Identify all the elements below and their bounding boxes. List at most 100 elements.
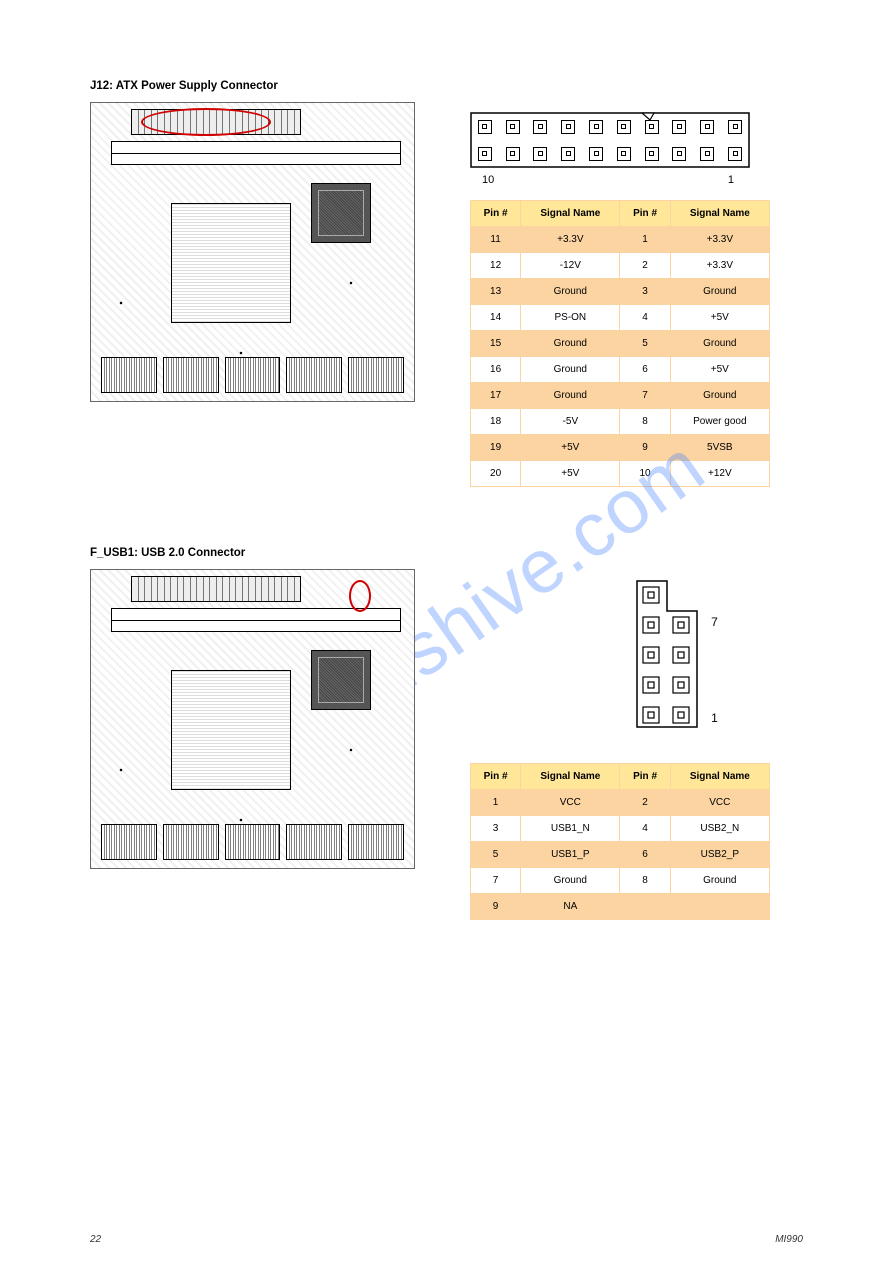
table-header-row: Pin # Signal Name Pin # Signal Name [471,201,770,227]
section2-title: F_USB1: USB 2.0 Connector [90,547,803,559]
table-cell: 9 [620,435,670,461]
table-row: 12-12V2+3.3V [471,253,770,279]
table-cell: 7 [620,383,670,409]
table-cell: 14 [471,305,521,331]
table-cell: 12 [471,253,521,279]
board-chipset-icon [311,183,371,243]
usb-9pin-schematic: 7 1 [470,569,803,749]
table-cell: 4 [620,305,670,331]
table-cell: 1 [471,790,521,816]
usb-pin-table: Pin # Signal Name Pin # Signal Name 1VCC… [470,763,770,920]
table-col-signal-a: Signal Name [521,764,620,790]
table-cell: Ground [670,383,769,409]
table-col-signal-b: Signal Name [670,201,769,227]
atx-table-body: 11+3.3V1+3.3V12-12V2+3.3V13Ground3Ground… [471,227,770,487]
footer-page-number: 22 [90,1234,101,1245]
table-row: 11+3.3V1+3.3V [471,227,770,253]
table-row: 7Ground8Ground [471,868,770,894]
table-cell: 8 [620,409,670,435]
usb-table-body: 1VCC2VCC3USB1_N4USB2_N5USB1_P6USB2_P7Gro… [471,790,770,920]
motherboard-diagram-1 [90,102,415,402]
table-cell: 5 [620,331,670,357]
table-cell: USB2_N [670,816,769,842]
table-col-pin-a: Pin # [471,201,521,227]
table-cell: +3.3V [521,227,620,253]
table-col-pin-a: Pin # [471,764,521,790]
table-cell: Ground [521,331,620,357]
table-cell: 10 [620,461,670,487]
table-cell: 2 [620,790,670,816]
table-cell: 15 [471,331,521,357]
table-row: 18-5V8Power good [471,409,770,435]
section2-row: 7 1 Pin # Signal Name Pin # Signal Name … [90,569,803,920]
table-cell: +3.3V [670,227,769,253]
table-row: 1VCC2VCC [471,790,770,816]
table-cell: PS-ON [521,305,620,331]
board-rear-io-icon [101,357,404,393]
atx-20pin-schematic [470,112,803,168]
table-cell: 20 [471,461,521,487]
table-cell: VCC [521,790,620,816]
usb-pin-label-bottom: 1 [711,711,718,725]
table-row: 14PS-ON4+5V [471,305,770,331]
table-cell: 1 [620,227,670,253]
table-cell: Ground [670,868,769,894]
table-cell: Power good [670,409,769,435]
section2-right: 7 1 Pin # Signal Name Pin # Signal Name … [460,569,803,920]
motherboard-diagram-2 [90,569,415,869]
table-cell: 7 [471,868,521,894]
table-cell: 16 [471,357,521,383]
usb-pin-side-labels: 7 1 [705,615,718,725]
atx-pin-range-labels: 10 1 [482,174,734,186]
table-cell: Ground [521,868,620,894]
board-cpu-socket-icon [171,203,291,323]
table-col-signal-a: Signal Name [521,201,620,227]
table-cell: 17 [471,383,521,409]
table-col-pin-b: Pin # [620,201,670,227]
table-cell: 5 [471,842,521,868]
table-cell: 18 [471,409,521,435]
usb-pin-label-top: 7 [711,615,718,629]
table-cell: 13 [471,279,521,305]
table-cell: USB1_P [521,842,620,868]
table-row: 19+5V95VSB [471,435,770,461]
table-cell [620,894,670,920]
section-atx-power: J12: ATX Power Supply Connector [90,80,803,487]
table-cell: +5V [521,435,620,461]
atx-pin-label-right: 1 [728,174,734,186]
table-cell: +5V [670,357,769,383]
table-cell: 19 [471,435,521,461]
table-cell: USB1_N [521,816,620,842]
table-cell: 3 [471,816,521,842]
section2-left [90,569,430,920]
table-cell: 2 [620,253,670,279]
table-row: 3USB1_N4USB2_N [471,816,770,842]
section-usb2: F_USB1: USB 2.0 Connector [90,547,803,920]
table-row: 13Ground3Ground [471,279,770,305]
table-cell: +12V [670,461,769,487]
table-cell: 8 [620,868,670,894]
table-row: 17Ground7Ground [471,383,770,409]
section1-row: 10 1 Pin # Signal Name Pin # Signal Name… [90,102,803,487]
usb-9pin-svg-icon [635,579,699,729]
table-cell: -5V [521,409,620,435]
table-cell: 6 [620,842,670,868]
table-cell: 6 [620,357,670,383]
table-cell: 3 [620,279,670,305]
section1-right: 10 1 Pin # Signal Name Pin # Signal Name… [460,102,803,487]
table-row: 16Ground6+5V [471,357,770,383]
table-col-pin-b: Pin # [620,764,670,790]
table-row: 9NA [471,894,770,920]
table-cell: USB2_P [670,842,769,868]
page-footer: 22 MI990 [0,1234,893,1245]
atx-pin-label-left: 10 [482,174,494,186]
board-rear-io-icon [101,824,404,860]
board-top-connector-icon [131,109,301,135]
table-row: 20+5V10+12V [471,461,770,487]
table-row: 15Ground5Ground [471,331,770,357]
table-cell: +3.3V [670,253,769,279]
table-cell: Ground [521,357,620,383]
table-cell: NA [521,894,620,920]
table-cell: 9 [471,894,521,920]
table-cell [670,894,769,920]
